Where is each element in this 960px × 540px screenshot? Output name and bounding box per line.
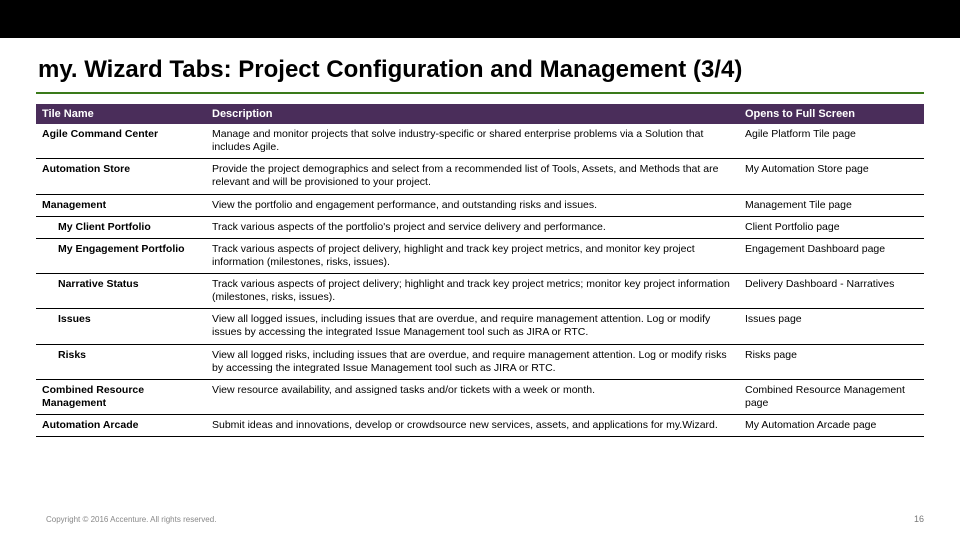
opens-cell: Delivery Dashboard - Narratives <box>739 274 924 309</box>
description-cell: Manage and monitor projects that solve i… <box>206 124 739 159</box>
opens-cell: Client Portfolio page <box>739 216 924 238</box>
page-number: 16 <box>914 514 924 524</box>
description-cell: View all logged risks, including issues … <box>206 344 739 379</box>
table-row: My Engagement PortfolioTrack various asp… <box>36 238 924 273</box>
tile-name-cell: My Engagement Portfolio <box>36 238 206 273</box>
title-rule <box>36 92 924 94</box>
tile-name-cell: Risks <box>36 344 206 379</box>
description-cell: Track various aspects of project deliver… <box>206 238 739 273</box>
description-cell: Submit ideas and innovations, develop or… <box>206 415 739 437</box>
opens-cell: Risks page <box>739 344 924 379</box>
table-row: IssuesView all logged issues, including … <box>36 309 924 344</box>
opens-cell: Combined Resource Management page <box>739 379 924 414</box>
tile-name-cell: My Client Portfolio <box>36 216 206 238</box>
opens-cell: Agile Platform Tile page <box>739 124 924 159</box>
col-header-opens: Opens to Full Screen <box>739 104 924 124</box>
table-row: Automation ArcadeSubmit ideas and innova… <box>36 415 924 437</box>
description-cell: Provide the project demographics and sel… <box>206 159 739 194</box>
table-row: Narrative StatusTrack various aspects of… <box>36 274 924 309</box>
col-header-desc: Description <box>206 104 739 124</box>
tile-name-cell: Narrative Status <box>36 274 206 309</box>
tile-name-cell: Issues <box>36 309 206 344</box>
description-cell: View all logged issues, including issues… <box>206 309 739 344</box>
copyright-footer: Copyright © 2016 Accenture. All rights r… <box>46 515 216 524</box>
table-row: RisksView all logged risks, including is… <box>36 344 924 379</box>
opens-cell: Management Tile page <box>739 194 924 216</box>
tile-table: Tile Name Description Opens to Full Scre… <box>36 104 924 437</box>
description-cell: Track various aspects of the portfolio's… <box>206 216 739 238</box>
table-row: My Client PortfolioTrack various aspects… <box>36 216 924 238</box>
tile-name-cell: Combined Resource Management <box>36 379 206 414</box>
tile-name-cell: Agile Command Center <box>36 124 206 159</box>
table-row: Agile Command CenterManage and monitor p… <box>36 124 924 159</box>
tile-name-cell: Management <box>36 194 206 216</box>
description-cell: Track various aspects of project deliver… <box>206 274 739 309</box>
top-black-bar <box>0 0 960 38</box>
table-row: Automation StoreProvide the project demo… <box>36 159 924 194</box>
tile-name-cell: Automation Store <box>36 159 206 194</box>
slide: my. Wizard Tabs: Project Configuration a… <box>0 0 960 540</box>
table-header-row: Tile Name Description Opens to Full Scre… <box>36 104 924 124</box>
description-cell: View the portfolio and engagement perfor… <box>206 194 739 216</box>
description-cell: View resource availability, and assigned… <box>206 379 739 414</box>
table-row: Combined Resource ManagementView resourc… <box>36 379 924 414</box>
tile-name-cell: Automation Arcade <box>36 415 206 437</box>
table: Tile Name Description Opens to Full Scre… <box>36 104 924 437</box>
opens-cell: Issues page <box>739 309 924 344</box>
opens-cell: My Automation Arcade page <box>739 415 924 437</box>
opens-cell: Engagement Dashboard page <box>739 238 924 273</box>
opens-cell: My Automation Store page <box>739 159 924 194</box>
col-header-tile: Tile Name <box>36 104 206 124</box>
table-row: ManagementView the portfolio and engagem… <box>36 194 924 216</box>
slide-title: my. Wizard Tabs: Project Configuration a… <box>38 56 742 84</box>
